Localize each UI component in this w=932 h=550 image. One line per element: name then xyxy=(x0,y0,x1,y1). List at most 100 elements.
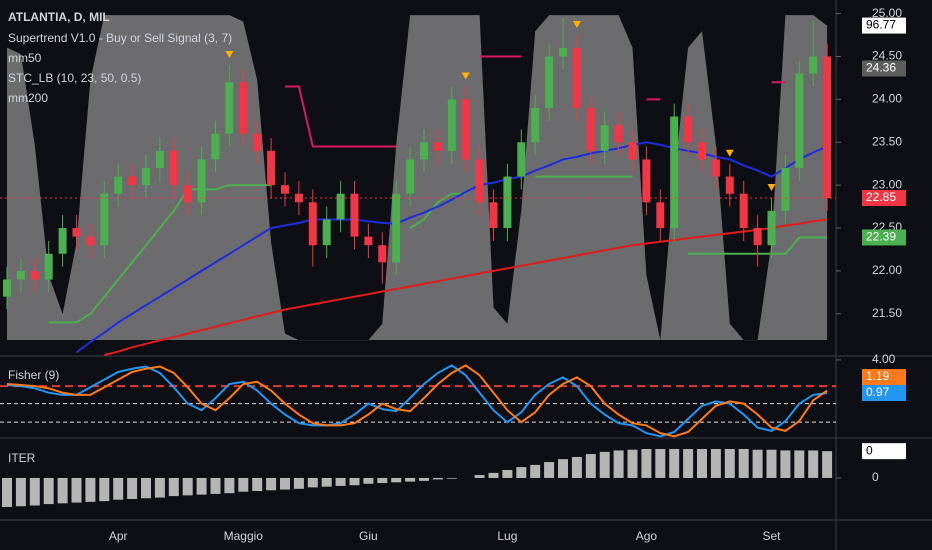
candle-body xyxy=(725,176,734,194)
iter-bar xyxy=(710,448,721,478)
candle-body xyxy=(517,142,526,177)
iter-bar xyxy=(808,450,819,478)
candle-body xyxy=(197,159,206,203)
x-tick-label: Lug xyxy=(497,529,517,543)
iter-bar xyxy=(293,477,304,489)
fisher-value-label: 1.19 xyxy=(866,369,890,383)
candle-body xyxy=(155,150,164,168)
candle-body xyxy=(281,185,289,194)
candle-body xyxy=(169,150,178,186)
candle-body xyxy=(44,253,53,280)
iter-bar xyxy=(43,477,54,505)
iter-bar xyxy=(349,477,360,486)
stc-value-label: 96.77 xyxy=(866,18,896,32)
candle-body xyxy=(114,176,123,194)
candle-body xyxy=(559,47,567,57)
legend-entry: STC_LB (10, 23, 50, 0.5) xyxy=(8,71,141,85)
marker-label: 24.36 xyxy=(866,61,896,75)
x-tick-label: Ago xyxy=(636,529,658,543)
iter-bar xyxy=(141,477,151,499)
sell-signal xyxy=(461,72,470,80)
iter-bar xyxy=(780,450,791,478)
iter-bar xyxy=(391,477,402,483)
iter-bar xyxy=(613,450,624,478)
candle-body xyxy=(447,99,456,151)
candle-body xyxy=(406,159,415,194)
iter-bar xyxy=(2,477,12,507)
y-tick-label: 23.50 xyxy=(872,134,902,148)
marker-label-box xyxy=(862,60,906,77)
supertrend-down-line xyxy=(285,55,786,148)
candle-body xyxy=(753,228,762,246)
iter-bar xyxy=(683,448,694,478)
candle-body xyxy=(30,270,39,280)
iter-bar xyxy=(655,448,666,478)
iter-bar xyxy=(822,451,833,478)
candle-body xyxy=(600,125,609,151)
y-tick-label: 4.00 xyxy=(872,352,896,366)
iter-bar xyxy=(85,477,96,502)
candle-body xyxy=(58,228,67,254)
iter-bar xyxy=(224,477,235,494)
candle-body xyxy=(586,107,595,151)
iter-bar xyxy=(794,450,805,478)
iter-bar xyxy=(335,477,346,486)
candle-body xyxy=(392,193,401,263)
sell-signal xyxy=(767,184,776,192)
candle-body xyxy=(336,193,345,220)
y-tick-label: 0 xyxy=(872,470,879,484)
iter-value-label-box xyxy=(862,443,906,460)
candle-body xyxy=(503,176,512,229)
iter-bar xyxy=(363,477,374,484)
panel-title: Fisher (9) xyxy=(8,368,59,382)
iter-bar xyxy=(196,477,207,495)
candle-body xyxy=(211,133,220,160)
candle-body xyxy=(3,279,11,297)
iter-bar xyxy=(15,477,26,507)
candle-body xyxy=(489,202,498,229)
candle-body xyxy=(767,210,776,246)
iter-bar xyxy=(752,449,763,478)
y-tick-label: 24.50 xyxy=(872,49,902,63)
candle-body xyxy=(642,159,651,203)
y-tick-label: 24.00 xyxy=(872,92,902,106)
last-price-label: 22.85 xyxy=(866,190,896,204)
supertrend-value-label: 22.39 xyxy=(866,230,896,244)
legend-entry: mm200 xyxy=(8,91,48,105)
iter-bar xyxy=(530,464,541,478)
iter-bar xyxy=(113,477,124,500)
candle-body xyxy=(628,142,637,160)
iter-bar xyxy=(71,477,82,503)
iter-bar xyxy=(766,449,777,478)
candle-body xyxy=(698,142,706,160)
candle-body xyxy=(670,116,679,229)
fisher-value-label: 0.97 xyxy=(866,385,890,399)
candle-body xyxy=(433,142,442,151)
iter-bar xyxy=(210,477,221,494)
sell-signal xyxy=(725,149,734,157)
candle-body xyxy=(142,167,150,186)
iter-bar xyxy=(307,477,318,488)
candle-body xyxy=(823,56,832,199)
candle-body xyxy=(461,99,470,160)
iter-bar xyxy=(488,472,499,478)
candle-body xyxy=(86,236,95,246)
iter-bar xyxy=(502,470,513,478)
iter-bar xyxy=(99,477,110,502)
candle-body xyxy=(183,185,192,203)
iter-bar xyxy=(641,448,652,478)
iter-bar xyxy=(627,449,638,478)
iter-bar xyxy=(29,477,40,506)
indicator-line xyxy=(48,175,828,324)
indicator-line xyxy=(104,218,828,356)
stc-value-label-box xyxy=(862,17,906,34)
iter-bar xyxy=(266,477,277,491)
candle-body xyxy=(378,245,387,263)
candle-body xyxy=(781,167,790,211)
iter-bar xyxy=(571,456,582,478)
iter-bar xyxy=(516,467,527,478)
candle-body xyxy=(225,82,234,134)
iter-bar xyxy=(405,477,416,482)
chart-title: ATLANTIA, D, MIL xyxy=(8,10,110,24)
